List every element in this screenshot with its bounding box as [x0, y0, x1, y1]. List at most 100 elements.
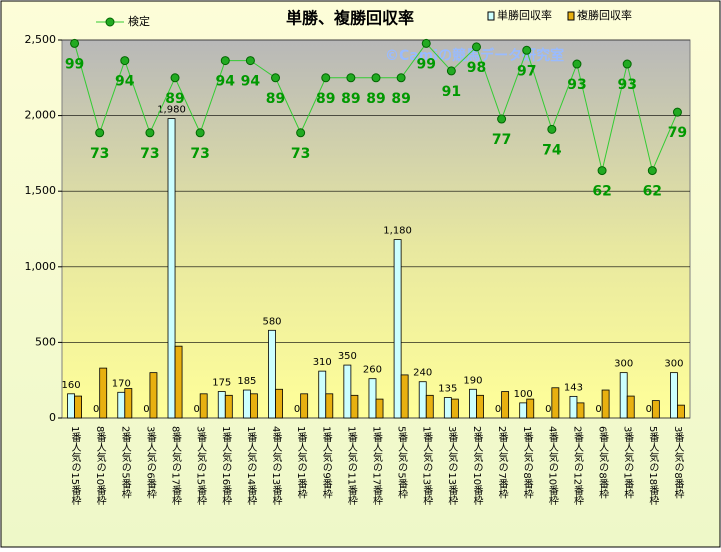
bar — [576, 402, 585, 419]
data-label: 89 — [391, 91, 410, 107]
line-marker — [672, 107, 682, 117]
bar — [117, 391, 126, 419]
data-label: 93 — [617, 77, 636, 93]
data-label: 89 — [316, 91, 335, 107]
x-tick-label: 1番人気の11番枠 — [345, 426, 357, 506]
line-marker — [572, 59, 582, 69]
data-label: 100 — [514, 389, 533, 400]
data-label: 79 — [668, 125, 687, 141]
data-label: 98 — [467, 60, 486, 76]
data-label: 77 — [492, 132, 511, 148]
y-tick-label: 2,000 — [25, 109, 57, 122]
data-label: 62 — [592, 184, 611, 200]
bar — [318, 370, 327, 419]
data-label: 135 — [438, 384, 457, 395]
bar — [677, 404, 685, 419]
data-label: 170 — [112, 378, 131, 389]
x-tick-label: 1番人気の9番枠 — [320, 426, 332, 500]
data-label: 143 — [564, 382, 583, 393]
bar — [199, 393, 208, 419]
x-tick-label: 1番人気の1番枠 — [295, 426, 307, 500]
bar — [443, 397, 452, 419]
line-marker — [371, 73, 381, 83]
data-label: 93 — [567, 77, 586, 93]
bar — [375, 398, 384, 419]
bar — [551, 387, 560, 419]
line-marker — [647, 166, 657, 176]
data-label: 0 — [143, 404, 149, 415]
data-label: 62 — [643, 184, 662, 200]
line-marker — [245, 56, 255, 66]
line-marker — [471, 42, 481, 52]
line-marker — [271, 73, 281, 83]
data-label: 160 — [61, 380, 80, 391]
data-label: 0 — [193, 404, 199, 415]
data-label: 175 — [212, 378, 231, 389]
bar — [519, 402, 528, 419]
x-tick-label: 2番人気の7番枠 — [496, 426, 508, 500]
x-tick-label: 1番人気の16番枠 — [220, 426, 232, 506]
x-tick-label: 2番人気の5番枠 — [119, 426, 131, 500]
bar — [368, 378, 377, 419]
x-tick-label: 5番人気の5番枠 — [396, 426, 408, 500]
data-label: 310 — [313, 357, 332, 368]
y-tick-label: 2,500 — [25, 33, 57, 46]
bar — [300, 393, 309, 419]
line-marker — [296, 128, 306, 138]
data-label: 89 — [341, 91, 360, 107]
x-tick-label: 3番人気の8番枠 — [672, 426, 684, 500]
line-marker — [120, 56, 130, 66]
bar — [174, 345, 183, 419]
data-label: 185 — [237, 376, 256, 387]
line-marker — [321, 73, 331, 83]
x-tick-label: 4番人気の13番枠 — [270, 426, 282, 506]
data-label: 1,980 — [157, 105, 186, 116]
line-marker — [346, 73, 356, 83]
legend-label: 検定 — [128, 14, 150, 28]
bar — [670, 372, 678, 419]
data-label: 94 — [241, 74, 261, 90]
bar — [425, 394, 434, 419]
x-tick-label: 1番人気の15番枠 — [69, 426, 81, 506]
bar — [167, 118, 176, 419]
line-marker — [547, 124, 557, 134]
data-label: 94 — [216, 74, 236, 90]
data-label: 580 — [262, 316, 281, 327]
bar — [325, 393, 334, 419]
bar — [268, 329, 276, 419]
chart-title: 単勝、複勝回収率 — [286, 9, 414, 28]
legend-label: 複勝回収率 — [577, 8, 632, 22]
data-label: 240 — [413, 368, 432, 379]
data-label: 99 — [65, 56, 84, 72]
legend-label: 単勝回収率 — [497, 8, 552, 22]
line-marker — [95, 128, 105, 138]
data-label: 300 — [614, 359, 633, 370]
bar — [501, 391, 510, 419]
bar — [350, 394, 359, 419]
bar — [393, 239, 402, 419]
x-tick-label: 5番人気の18番枠 — [647, 426, 659, 506]
x-tick-label: 8番人気の17番枠 — [170, 426, 182, 506]
legend-marker — [105, 17, 115, 27]
bar — [469, 388, 477, 419]
x-tick-label: 1番人気の8番枠 — [521, 426, 533, 500]
x-tick-label: 1番人気の13番枠 — [421, 426, 433, 506]
legend-swatch — [487, 11, 495, 21]
y-tick-label: 500 — [35, 335, 56, 348]
y-tick-label: 1,500 — [25, 184, 57, 197]
bar — [217, 391, 226, 419]
bar — [418, 381, 427, 419]
line-marker — [220, 56, 230, 66]
bar — [275, 388, 283, 419]
data-label: 97 — [517, 63, 536, 79]
data-label: 300 — [664, 359, 683, 370]
line-marker — [421, 38, 431, 48]
bar — [651, 400, 660, 419]
bar — [74, 395, 82, 419]
line-marker — [396, 73, 406, 83]
data-label: 73 — [190, 146, 209, 162]
data-label: 89 — [366, 91, 385, 107]
x-tick-label: 3番人気の13番枠 — [446, 426, 458, 506]
data-label: 350 — [338, 351, 357, 362]
